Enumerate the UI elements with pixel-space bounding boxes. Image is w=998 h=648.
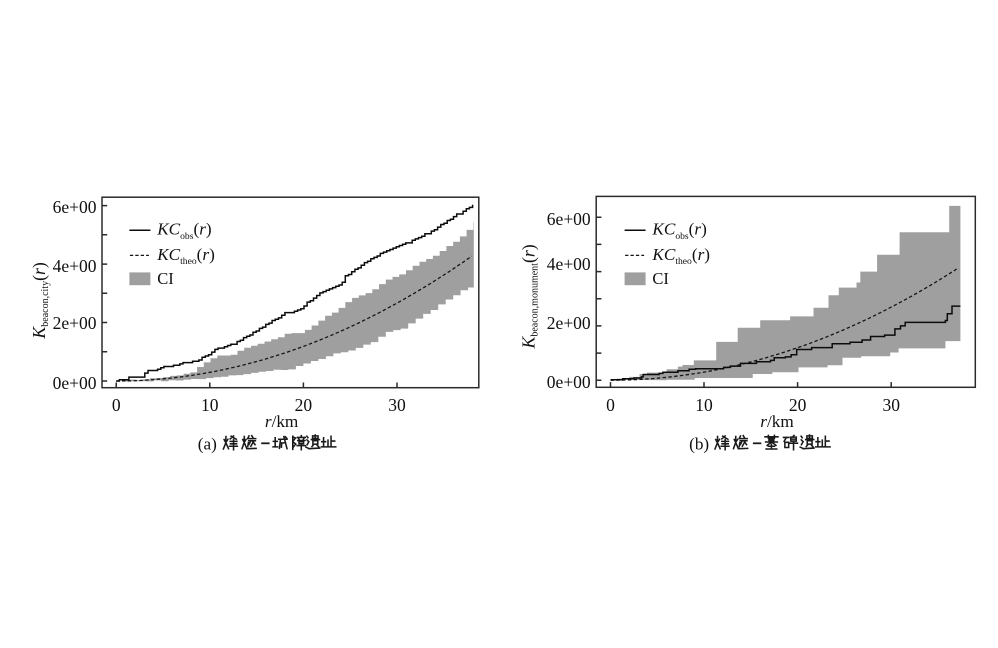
svg-text:0: 0 bbox=[606, 395, 615, 415]
svg-text:KCtheo(r): KCtheo(r) bbox=[156, 245, 215, 267]
svg-text:(b): (b) bbox=[689, 434, 709, 453]
svg-text:CI: CI bbox=[652, 269, 669, 288]
svg-text:(a): (a) bbox=[198, 434, 217, 453]
svg-text:0e+00: 0e+00 bbox=[547, 372, 591, 392]
svg-text:Kbeacon,monument(r): Kbeacon,monument(r) bbox=[518, 244, 540, 349]
svg-text:0: 0 bbox=[112, 395, 121, 415]
svg-text:KCobs(r): KCobs(r) bbox=[156, 220, 211, 242]
svg-text:CI: CI bbox=[157, 269, 174, 288]
svg-text:4e+00: 4e+00 bbox=[53, 256, 97, 276]
svg-text:KCtheo(r): KCtheo(r) bbox=[651, 245, 710, 267]
svg-text:Kbeacon,city(r): Kbeacon,city(r) bbox=[29, 262, 51, 340]
svg-text:r/km: r/km bbox=[760, 412, 794, 431]
svg-text:6e+00: 6e+00 bbox=[53, 197, 97, 217]
svg-text:2e+00: 2e+00 bbox=[53, 313, 97, 333]
svg-text:20: 20 bbox=[789, 395, 807, 415]
svg-text:30: 30 bbox=[882, 395, 900, 415]
svg-text:0e+00: 0e+00 bbox=[53, 373, 97, 393]
svg-text:4e+00: 4e+00 bbox=[547, 254, 591, 274]
svg-text:20: 20 bbox=[295, 395, 313, 415]
svg-text:30: 30 bbox=[388, 395, 406, 415]
svg-text:10: 10 bbox=[695, 395, 713, 415]
svg-text:KCobs(r): KCobs(r) bbox=[651, 220, 706, 242]
svg-text:r/km: r/km bbox=[265, 412, 299, 431]
svg-text:2e+00: 2e+00 bbox=[547, 313, 591, 333]
svg-text:10: 10 bbox=[201, 395, 219, 415]
svg-text:6e+00: 6e+00 bbox=[547, 209, 591, 229]
